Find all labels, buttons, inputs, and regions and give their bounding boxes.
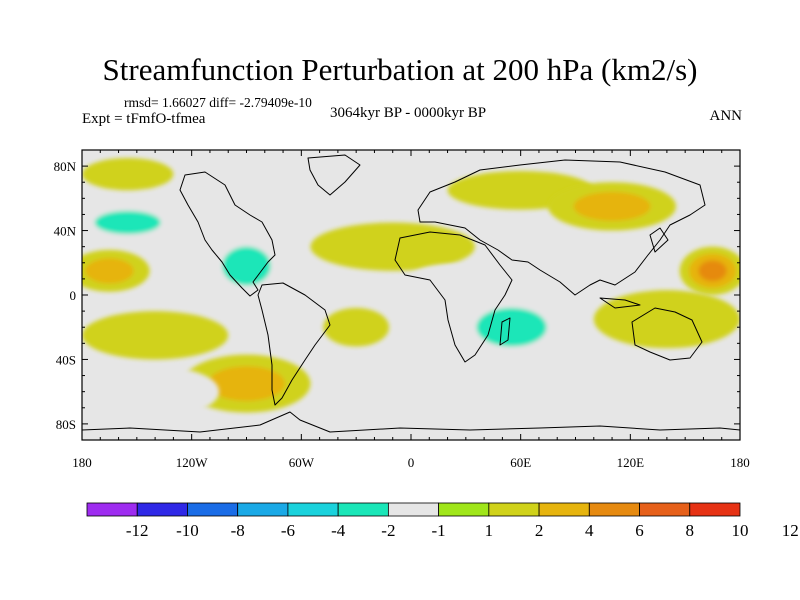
lat-tick-label: 80S [56,417,76,432]
experiment-label: Expt = tFmfO-tfmea [82,111,206,127]
stats-line: rmsd= 1.66027 diff= -2.79409e-10 [124,95,312,110]
colorbar-swatch [639,502,691,517]
colorbar-label: -8 [231,521,245,540]
colorbar-label: 4 [585,521,594,540]
lat-tick-label: 80N [54,159,77,174]
anomaly-region-1 [82,249,150,292]
map-axes: 180 120W 60W 0 60E 120E 180 80N 40N 0 40S 80S [54,150,750,470]
colorbar-swatch [387,502,440,517]
colorbar-label: -10 [176,521,199,540]
colorbar-swatch [488,502,540,517]
anomaly-region-3 [255,203,348,242]
anomaly-region-11 [679,246,740,295]
lon-tick-label: 120W [176,455,209,470]
anomaly-region-5 [356,174,466,207]
colorbar-swatch [86,502,138,517]
coastline-eurasia [417,159,706,296]
colorbar-label: 1 [485,521,494,540]
coastline-greenland [307,154,361,196]
colorbar-label: 10 [732,521,749,540]
colorbar-label: -2 [381,521,395,540]
coastline-australia [631,307,703,361]
lat-tick-label: 40N [54,224,77,239]
anomaly-region-0 [82,203,183,242]
lon-tick-label: 0 [408,455,415,470]
anomaly-region-16 [453,295,571,360]
colorbar-label: 2 [535,521,544,540]
colorbar-label: -1 [432,521,446,540]
colorbar-swatch [136,502,188,517]
colorbar-swatch [237,502,289,517]
colorbar: -12 -10 -8 -6 -4 -2 -1 1 2 4 6 8 10 12 [86,502,799,540]
coastlines [82,154,740,433]
season-label: ANN [709,108,743,124]
coastline-africa [394,231,513,363]
anomaly-region-14 [255,306,348,349]
lon-tick-label: 180 [730,455,750,470]
coastline-japan [649,227,669,253]
colorbar-label: -12 [126,521,149,540]
anomaly-region-6 [411,264,485,294]
anomaly-region-17 [411,362,558,389]
anomaly-region-10 [520,237,649,289]
colorbar-swatch [689,502,741,517]
anomaly-region-20 [538,370,649,397]
lon-tick-label: 60W [289,455,315,470]
lat-tick-label: 40S [56,352,76,367]
coastline-north-america [179,171,276,297]
anomaly-region-4 [310,222,475,271]
colorbar-swatch [187,502,239,517]
anomaly-region-2 [206,233,287,299]
coastline-antarctica [82,411,740,433]
lon-tick-label: 60E [510,455,531,470]
colorbar-label: 8 [686,521,695,540]
colorbar-label: 12 [782,521,799,540]
colorbar-label: 6 [635,521,644,540]
coastline-indonesia [599,297,641,309]
colorbar-swatch [337,502,389,517]
coastline-madagascar [499,317,511,346]
period-label: 3064kyr BP - 0000kyr BP [330,105,487,121]
colorbar-label: -4 [331,521,346,540]
anomaly-region-7 [82,158,174,191]
anomaly-region-19 [109,367,220,416]
anomaly-region-15 [323,307,390,347]
lat-tick-label: 0 [70,288,77,303]
colorbar-label: -6 [281,521,295,540]
colorbar-swatch [287,502,339,517]
lon-tick-label: 120E [617,455,645,470]
colorbar-swatch [538,502,590,517]
colorbar-swatch [438,502,490,517]
anomaly-region-13 [82,311,229,360]
colorbar-swatch [588,502,640,517]
anomaly-region-12 [593,290,740,349]
lon-tick-label: 180 [72,455,92,470]
anomaly-region-9 [548,182,677,231]
plot-title: Streamfunction Perturbation at 200 hPa (… [102,52,698,87]
coastline-south-america [257,282,331,406]
